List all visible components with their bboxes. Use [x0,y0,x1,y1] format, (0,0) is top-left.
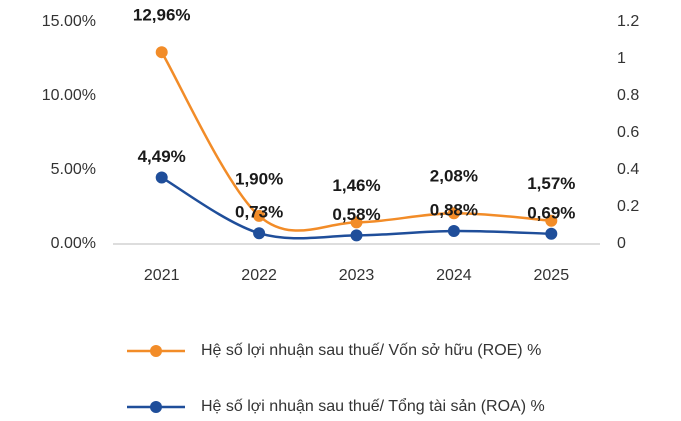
data-label: 1,90% [235,169,283,188]
data-label: 0,69% [527,203,575,222]
x-tick-label: 2025 [534,267,570,284]
point [350,216,363,229]
point [350,229,363,242]
series-line [160,51,552,232]
data-label: 1,46% [332,176,380,195]
data-label: 12,96% [133,6,191,25]
legend-label: Hệ số lợi nhuận sau thuế/ Vốn sở hữu (RO… [201,342,541,359]
data-label: 0,58% [332,205,380,224]
point [253,209,266,222]
x-tick-label: 2021 [144,267,180,284]
point [545,214,558,227]
point [545,227,558,240]
legend-marker [150,401,162,413]
y2-tick-label: 0.2 [617,198,639,215]
point [155,171,168,184]
point [447,207,460,220]
y-tick-label: 15.00% [42,13,96,30]
y-tick-label: 0.00% [51,235,96,252]
point [155,46,168,59]
data-label: 4,49% [138,147,186,166]
y2-tick-label: 0.8 [617,87,639,104]
y2-tick-label: 0.4 [617,161,639,178]
x-tick-label: 2022 [241,267,277,284]
y2-tick-label: 1.2 [617,13,639,30]
data-label: 1,57% [527,174,575,193]
legend-label: Hệ số lợi nhuận sau thuế/ Tổng tài sản (… [201,397,545,415]
x-tick-label: 2024 [436,267,472,284]
y2-tick-label: 1 [617,50,626,67]
y2-tick-label: 0 [617,235,626,252]
y-tick-label: 10.00% [42,87,96,104]
legend-marker [150,345,162,357]
y-tick-label: 5.00% [51,161,96,178]
point [253,227,266,240]
data-label: 2,08% [430,167,478,186]
y2-tick-label: 0.6 [617,124,639,141]
data-label: 0,88% [430,200,478,219]
point [447,224,460,237]
data-label: 0,73% [235,203,283,222]
x-tick-label: 2023 [339,267,375,284]
